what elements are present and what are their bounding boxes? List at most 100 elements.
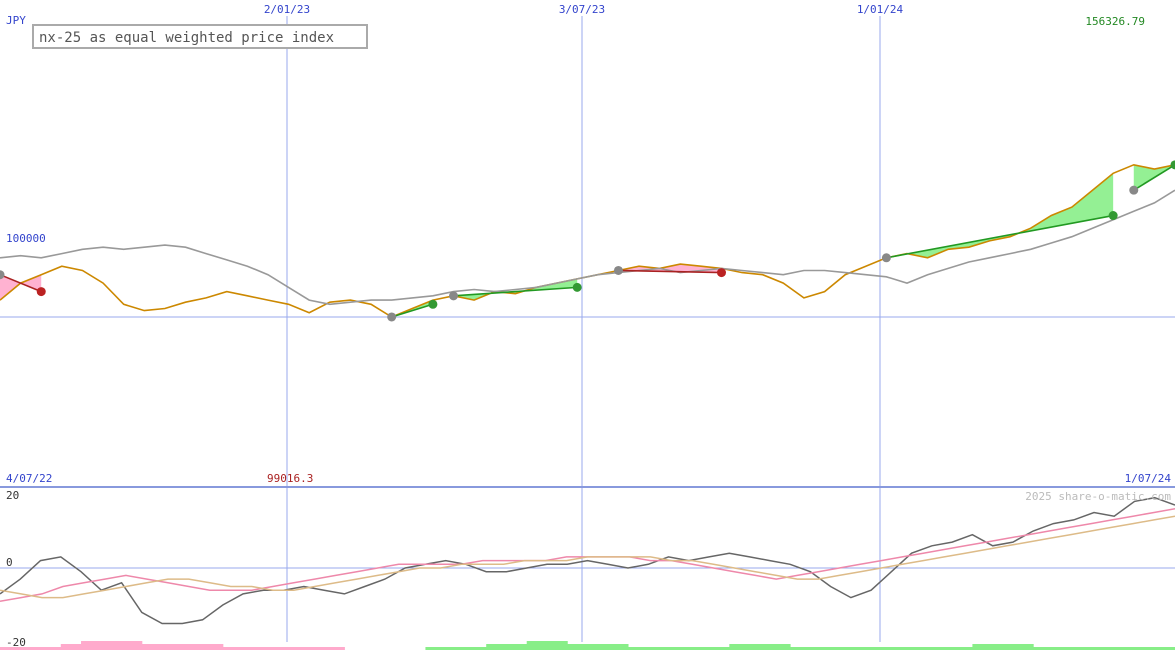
y-tick-label: -20 bbox=[6, 636, 26, 649]
price-line bbox=[0, 163, 1175, 318]
x-end-label: 1/07/24 bbox=[1125, 472, 1172, 485]
volume-bar bbox=[283, 647, 305, 650]
volume-bar bbox=[688, 647, 710, 650]
volume-bar bbox=[81, 641, 102, 650]
signal-line-tan bbox=[0, 515, 1175, 599]
trend-line bbox=[391, 303, 434, 318]
volume-bar bbox=[445, 647, 467, 650]
y-tick-label: 20 bbox=[6, 489, 19, 502]
volume-bar bbox=[1012, 644, 1034, 650]
volume-bar bbox=[992, 644, 1014, 650]
trend-line bbox=[453, 286, 578, 297]
volume-bar bbox=[0, 647, 21, 650]
x-tick-label: 1/01/24 bbox=[857, 3, 904, 16]
volume-bar bbox=[526, 641, 548, 650]
volume-bar bbox=[121, 641, 143, 650]
volume-bar bbox=[303, 647, 325, 650]
volume-bar bbox=[162, 644, 183, 650]
volume-bar bbox=[891, 647, 913, 650]
volume-bar bbox=[546, 641, 568, 650]
trend-line bbox=[1133, 164, 1175, 191]
volume-bar bbox=[141, 644, 163, 650]
volume-bar bbox=[972, 644, 994, 650]
volume-bar bbox=[769, 644, 791, 650]
volume-bar bbox=[486, 644, 507, 650]
volume-bar bbox=[20, 647, 42, 650]
volume-bar bbox=[263, 647, 285, 650]
volume-bar bbox=[648, 647, 670, 650]
min-value-label: 99016.3 bbox=[267, 472, 313, 485]
volume-bar bbox=[607, 644, 629, 650]
indicator-layer bbox=[0, 496, 1175, 650]
volume-bar bbox=[1154, 647, 1175, 650]
volume-bar bbox=[931, 647, 953, 650]
volume-bar bbox=[101, 641, 123, 650]
volume-bar bbox=[830, 647, 852, 650]
benchmark-line bbox=[0, 189, 1175, 306]
series-layer bbox=[0, 163, 1175, 318]
grid-layer bbox=[0, 16, 1175, 642]
trend-end-marker bbox=[572, 282, 582, 292]
trend-line bbox=[618, 269, 722, 274]
volume-bar bbox=[1073, 647, 1095, 650]
volume-bar bbox=[425, 647, 447, 650]
volume-bar bbox=[709, 647, 730, 650]
volume-bar bbox=[1093, 647, 1115, 650]
volume-bar bbox=[850, 647, 872, 650]
volume-bar bbox=[60, 644, 82, 650]
volume-bar bbox=[628, 647, 649, 650]
max-value-label: 156326.79 bbox=[1085, 15, 1145, 28]
trend-end-marker bbox=[36, 287, 46, 297]
trend-start-marker bbox=[449, 291, 459, 301]
trend-start-marker bbox=[0, 270, 5, 280]
trend-end-marker bbox=[428, 299, 438, 309]
x-tick-label: 3/07/23 bbox=[559, 3, 605, 16]
trend-start-marker bbox=[387, 312, 397, 322]
trend-line bbox=[0, 273, 42, 293]
volume-bar bbox=[911, 647, 933, 650]
watermark: 2025 share-o-matic.com bbox=[1025, 490, 1171, 503]
marker-layer bbox=[0, 160, 1175, 322]
x-start-label: 4/07/22 bbox=[6, 472, 52, 485]
title-box bbox=[32, 24, 368, 49]
trend-start-marker bbox=[613, 265, 623, 275]
volume-bar bbox=[324, 647, 345, 650]
x-tick-label: 2/01/23 bbox=[264, 3, 310, 16]
trend-end-marker bbox=[1108, 211, 1118, 221]
volume-bar bbox=[202, 644, 224, 650]
momentum-line bbox=[0, 496, 1175, 625]
signal-line-pink bbox=[0, 508, 1175, 603]
currency-label: JPY bbox=[6, 14, 26, 27]
volume-bar bbox=[40, 647, 62, 650]
volume-bar bbox=[182, 644, 204, 650]
fill-layer bbox=[0, 164, 1175, 317]
volume-bar bbox=[871, 647, 892, 650]
volume-bar bbox=[790, 647, 811, 650]
volume-bar bbox=[243, 647, 264, 650]
gain-area bbox=[453, 278, 578, 301]
volume-bar bbox=[1134, 647, 1156, 650]
y-tick-label: 0 bbox=[6, 556, 13, 569]
trend-start-marker bbox=[1129, 185, 1139, 195]
volume-bar bbox=[1114, 647, 1135, 650]
volume-bar bbox=[222, 647, 244, 650]
volume-bar bbox=[1053, 647, 1075, 650]
volume-bar bbox=[567, 644, 588, 650]
volume-bar bbox=[729, 644, 751, 650]
volume-bar bbox=[668, 647, 690, 650]
volume-bar bbox=[749, 644, 771, 650]
gain-area bbox=[886, 173, 1114, 258]
trend-end-marker bbox=[1170, 160, 1175, 170]
loss-area bbox=[0, 274, 42, 301]
volume-bar bbox=[506, 644, 528, 650]
trend-line bbox=[886, 214, 1114, 259]
trend-end-marker bbox=[716, 268, 726, 278]
volume-bar bbox=[587, 644, 609, 650]
volume-bar bbox=[952, 647, 973, 650]
chart-title: nx-25 as equal weighted price index bbox=[39, 30, 334, 46]
reference-label: 100000 bbox=[6, 232, 46, 245]
trend-start-marker bbox=[881, 253, 891, 263]
volume-bar bbox=[465, 647, 487, 650]
volume-bar bbox=[1033, 647, 1054, 650]
